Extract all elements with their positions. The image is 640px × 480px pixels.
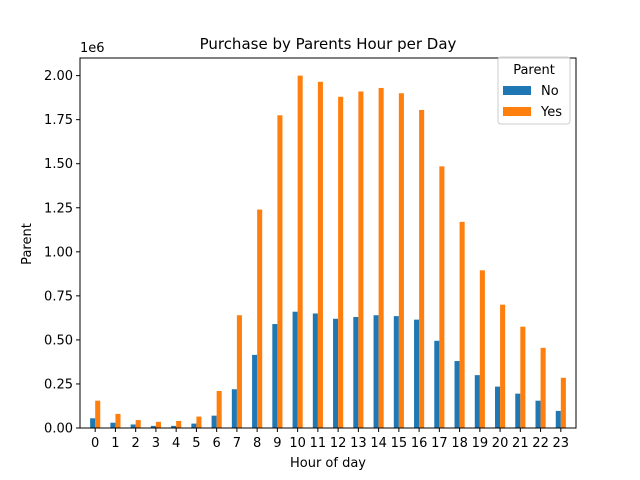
bar-yes-hour-20 — [500, 304, 506, 428]
x-tick-label: 4 — [172, 436, 180, 451]
y-axis-label: Parent — [20, 223, 35, 265]
bar-no-hour-10 — [292, 311, 298, 428]
bar-no-hour-6 — [211, 415, 217, 428]
x-tick-label: 16 — [411, 436, 428, 451]
x-tick-label: 15 — [391, 436, 408, 451]
bar-no-hour-3 — [150, 425, 156, 428]
bar-no-hour-17 — [434, 340, 440, 428]
bar-yes-hour-21 — [520, 326, 526, 428]
bar-yes-hour-8 — [257, 209, 263, 428]
chart-title: Purchase by Parents Hour per Day — [200, 35, 457, 53]
bar-yes-hour-19 — [479, 270, 485, 428]
bar-no-hour-5 — [191, 423, 197, 428]
y-axis: 0.00 0.25 0.50 0.75 1.00 1.25 1.50 1.75 2.00 — [44, 69, 80, 437]
x-tick-label: 0 — [91, 436, 99, 451]
x-tick-label: 19 — [472, 436, 489, 451]
x-tick-label: 3 — [152, 436, 160, 451]
x-tick-label: 5 — [192, 436, 200, 451]
bar-no-hour-0 — [90, 418, 96, 428]
x-axis-label: Hour of day — [290, 456, 366, 471]
x-tick-label: 1 — [111, 436, 119, 451]
bar-no-hour-12 — [333, 318, 339, 428]
bar-yes-hour-17 — [439, 166, 445, 428]
bar-no-hour-18 — [454, 361, 460, 428]
y-tick-label: 0.00 — [44, 422, 73, 437]
legend-swatch-no — [503, 86, 531, 95]
x-tick-label: 13 — [350, 436, 367, 451]
bar-yes-hour-12 — [338, 96, 344, 428]
bar-no-hour-11 — [312, 313, 318, 428]
bar-yes-hour-11 — [317, 81, 323, 429]
bar-no-hour-8 — [252, 354, 258, 428]
bar-yes-hour-5 — [196, 416, 202, 428]
legend: Parent No Yes — [497, 56, 571, 125]
x-tick-label: 9 — [273, 436, 281, 451]
bar-yes-hour-7 — [236, 315, 242, 428]
y-tick-label: 1.25 — [44, 201, 73, 216]
bar-yes-hour-13 — [358, 91, 364, 428]
bar-no-hour-23 — [555, 410, 561, 428]
bar-yes-hour-10 — [297, 75, 303, 428]
x-tick-label: 22 — [532, 436, 549, 451]
x-tick-label: 7 — [233, 436, 241, 451]
x-tick-label: 23 — [553, 436, 570, 451]
bar-yes-hour-6 — [216, 391, 222, 428]
x-axis: 0 1 2 3 4 5 6 7 8 9 10 11 12 13 14 15 16 17 18 19 20 21 22 23 — [91, 428, 569, 451]
legend-title: Parent — [513, 63, 555, 78]
y-tick-label: 1.00 — [44, 245, 73, 260]
y-tick-label: 2.00 — [44, 69, 73, 84]
legend-label-yes: Yes — [540, 105, 562, 120]
x-tick-label: 18 — [451, 436, 468, 451]
bar-no-hour-22 — [535, 400, 541, 428]
y-tick-label: 0.50 — [44, 333, 73, 348]
bar-no-hour-9 — [272, 324, 278, 428]
bar-no-hour-14 — [373, 315, 379, 428]
bar-yes-hour-9 — [277, 115, 283, 428]
bar-yes-hour-15 — [398, 93, 404, 428]
bar-no-hour-2 — [130, 424, 136, 428]
bar-yes-hour-2 — [135, 420, 141, 428]
bar-yes-hour-4 — [176, 420, 182, 428]
bar-no-hour-7 — [231, 389, 237, 428]
x-tick-label: 21 — [512, 436, 529, 451]
y-tick-label: 1.50 — [44, 157, 73, 172]
bars-group — [90, 75, 566, 429]
x-tick-label: 14 — [370, 436, 387, 451]
bar-no-hour-21 — [515, 393, 521, 428]
bar-yes-hour-3 — [155, 421, 161, 428]
x-tick-label: 8 — [253, 436, 261, 451]
x-tick-label: 10 — [289, 436, 306, 451]
y-tick-label: 0.25 — [44, 377, 73, 392]
bar-yes-hour-22 — [540, 347, 546, 428]
x-tick-label: 17 — [431, 436, 448, 451]
y-axis-offset-text: 1e6 — [80, 41, 105, 56]
bar-no-hour-13 — [353, 317, 359, 428]
legend-label-no: No — [541, 84, 559, 99]
bar-no-hour-20 — [495, 386, 501, 428]
plot-frame — [79, 57, 577, 429]
legend-swatch-yes — [503, 107, 531, 116]
bar-no-hour-16 — [414, 319, 420, 428]
bar-yes-hour-0 — [95, 400, 101, 428]
x-tick-label: 11 — [310, 436, 327, 451]
bar-yes-hour-14 — [378, 87, 384, 428]
bar-yes-hour-16 — [419, 109, 425, 428]
x-tick-label: 20 — [492, 436, 509, 451]
bar-yes-hour-18 — [459, 221, 465, 428]
x-tick-label: 2 — [132, 436, 140, 451]
x-tick-label: 12 — [330, 436, 347, 451]
x-tick-label: 6 — [213, 436, 221, 451]
bar-yes-hour-1 — [115, 413, 121, 428]
bar-no-hour-1 — [110, 422, 116, 428]
bar-yes-hour-23 — [560, 377, 566, 428]
bar-no-hour-19 — [474, 375, 480, 428]
y-tick-label: 1.75 — [44, 113, 73, 128]
y-tick-label: 0.75 — [44, 289, 73, 304]
bar-no-hour-15 — [393, 316, 399, 428]
bar-no-hour-4 — [171, 425, 177, 428]
